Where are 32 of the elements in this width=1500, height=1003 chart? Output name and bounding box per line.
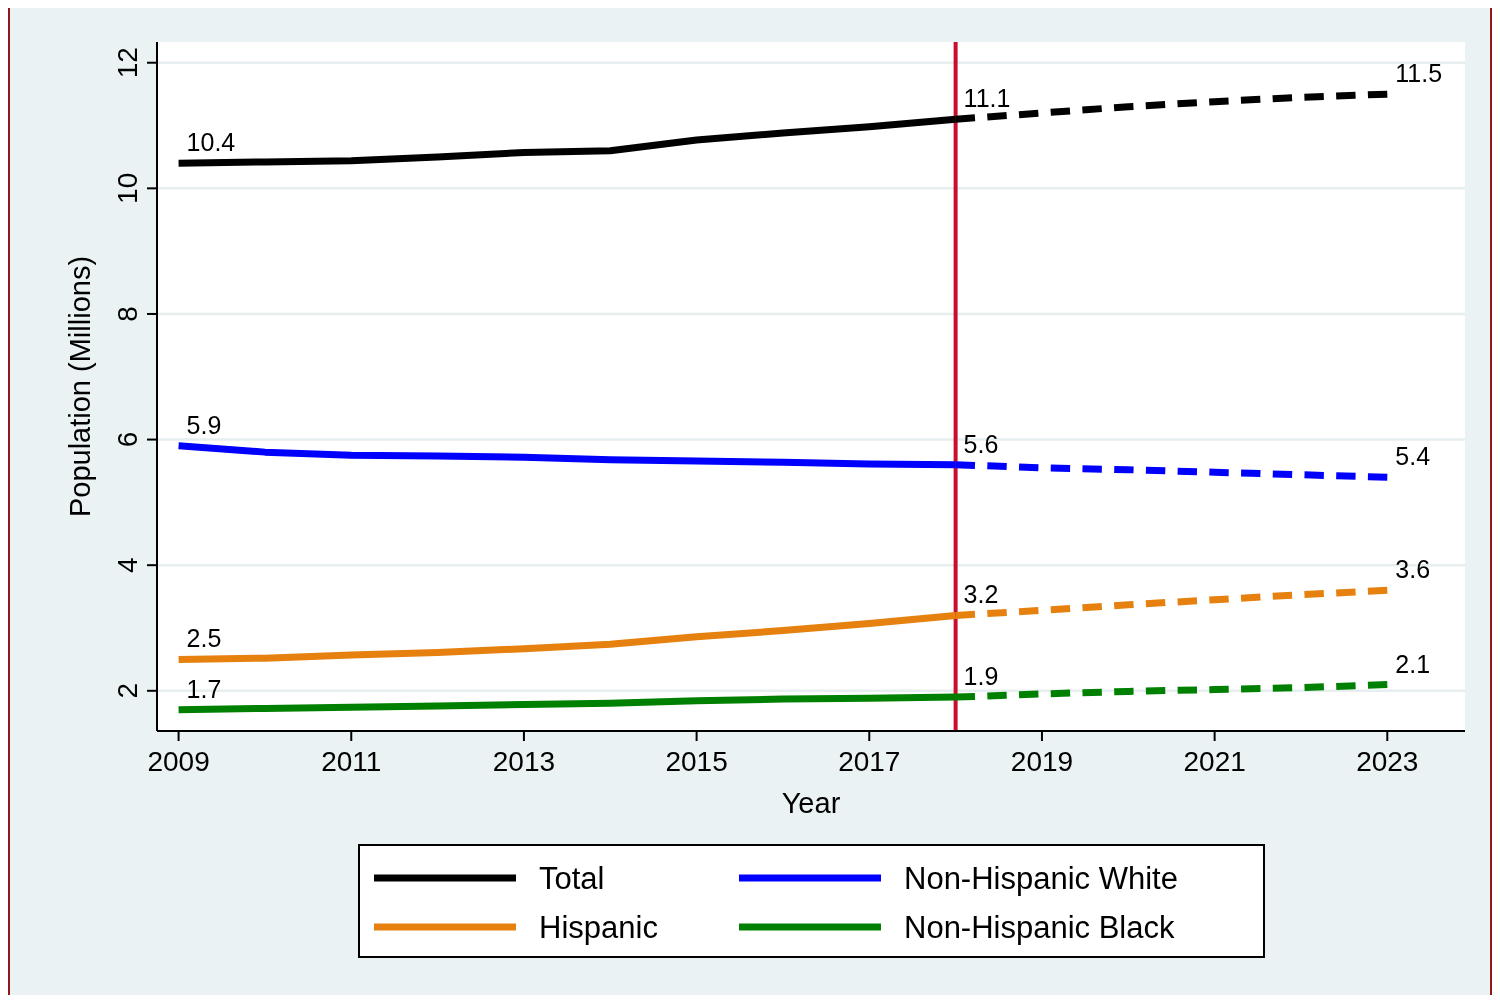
y-tick-label: 12 — [112, 47, 143, 79]
legend-label: Non-Hispanic White — [904, 861, 1178, 896]
y-tick-label: 4 — [112, 557, 143, 573]
y-tick-label: 6 — [112, 431, 143, 448]
x-tick-label: 2023 — [1356, 746, 1419, 777]
x-axis-title: Year — [781, 787, 841, 819]
data-label: 3.6 — [1395, 555, 1431, 584]
data-label: 11.1 — [963, 84, 1011, 113]
data-label: 2.1 — [1395, 649, 1431, 678]
x-tick-label: 2011 — [321, 746, 382, 777]
legend-label: Hispanic — [539, 910, 658, 945]
data-label: 2.5 — [186, 624, 222, 653]
y-axis-title: Population (Millions) — [64, 255, 96, 518]
legend-label: Non-Hispanic Black — [904, 910, 1175, 945]
data-label: 10.4 — [186, 128, 236, 157]
legend-label: Total — [539, 861, 605, 896]
x-tick-label: 2013 — [492, 746, 556, 777]
y-tick-label: 10 — [112, 172, 143, 204]
y-tick-label: 8 — [112, 306, 143, 322]
data-label: 5.6 — [963, 429, 999, 458]
data-label: 3.2 — [963, 580, 999, 609]
x-tick-label: 2009 — [147, 746, 210, 777]
x-tick-label: 2021 — [1183, 746, 1246, 777]
data-label: 5.9 — [186, 410, 222, 439]
data-label: 11.5 — [1395, 59, 1443, 88]
x-tick-label: 2019 — [1010, 746, 1074, 777]
y-tick-label: 2 — [112, 683, 143, 699]
data-label: 1.7 — [186, 674, 222, 703]
x-tick-label: 2017 — [838, 746, 901, 777]
data-label: 5.4 — [1395, 442, 1431, 471]
data-label: 1.9 — [963, 662, 999, 691]
x-tick-label: 2015 — [665, 746, 728, 777]
